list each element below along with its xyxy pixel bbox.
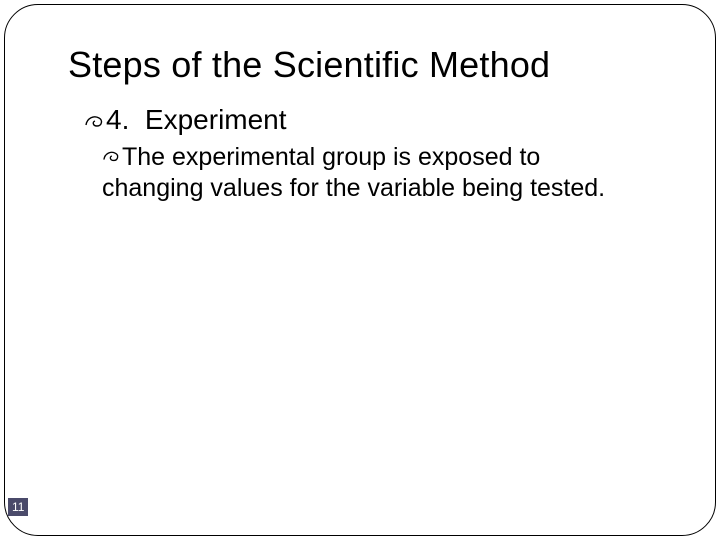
slide-content: Steps of the Scientific Method 4. Experi… [68, 44, 660, 203]
bullet-l2-rest-text: changing values for the variable being t… [102, 173, 660, 204]
bullet-l1-text: Experiment [145, 104, 287, 136]
bullet-level-1: 4. Experiment [84, 104, 660, 136]
swirl-bullet-icon [102, 148, 120, 164]
slide: Steps of the Scientific Method 4. Experi… [0, 0, 720, 540]
bullet-l1-number: 4. [106, 104, 129, 136]
bullet-level-2: The experimental group is exposed to cha… [102, 142, 660, 203]
bullet-l2-first-text: The experimental group is exposed to [122, 142, 540, 173]
slide-title: Steps of the Scientific Method [68, 44, 660, 86]
page-number-badge: 11 [8, 498, 28, 516]
bullet-l2-first-line: The experimental group is exposed to [102, 142, 660, 173]
page-number-text: 11 [12, 500, 24, 514]
swirl-bullet-icon [84, 112, 104, 130]
